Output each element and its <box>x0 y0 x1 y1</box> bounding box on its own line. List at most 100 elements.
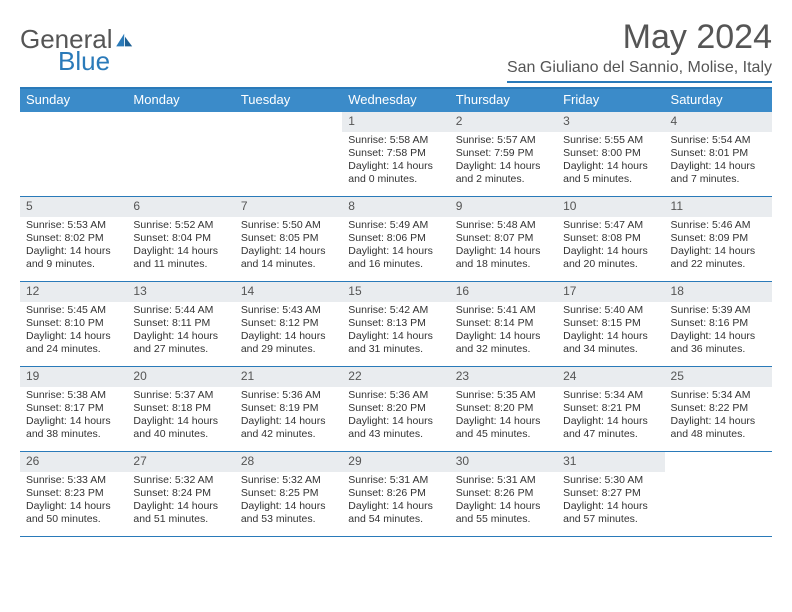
day-cell: 1Sunrise: 5:58 AMSunset: 7:58 PMDaylight… <box>342 112 449 196</box>
day-number: 4 <box>665 112 772 132</box>
day-details: Sunrise: 5:53 AMSunset: 8:02 PMDaylight:… <box>20 217 127 276</box>
day-cell: 22Sunrise: 5:36 AMSunset: 8:20 PMDayligh… <box>342 367 449 451</box>
day-number: 14 <box>235 282 342 302</box>
header: GeneralBlue May 2024 San Giuliano del Sa… <box>20 18 772 83</box>
day-details: Sunrise: 5:39 AMSunset: 8:16 PMDaylight:… <box>665 302 772 361</box>
day-cell: 31Sunrise: 5:30 AMSunset: 8:27 PMDayligh… <box>557 452 664 536</box>
day-number: 21 <box>235 367 342 387</box>
day-cell: 27Sunrise: 5:32 AMSunset: 8:24 PMDayligh… <box>127 452 234 536</box>
daylight-text: Daylight: 14 hours and 38 minutes. <box>26 415 121 441</box>
day-cell: 6Sunrise: 5:52 AMSunset: 8:04 PMDaylight… <box>127 197 234 281</box>
day-details: Sunrise: 5:30 AMSunset: 8:27 PMDaylight:… <box>557 472 664 531</box>
day-number: 28 <box>235 452 342 472</box>
day-details: Sunrise: 5:37 AMSunset: 8:18 PMDaylight:… <box>127 387 234 446</box>
day-cell: 2Sunrise: 5:57 AMSunset: 7:59 PMDaylight… <box>450 112 557 196</box>
week-row: 5Sunrise: 5:53 AMSunset: 8:02 PMDaylight… <box>20 197 772 282</box>
day-number: 23 <box>450 367 557 387</box>
daylight-text: Daylight: 14 hours and 36 minutes. <box>671 330 766 356</box>
sunset-text: Sunset: 8:23 PM <box>26 487 121 500</box>
daylight-text: Daylight: 14 hours and 51 minutes. <box>133 500 228 526</box>
daylight-text: Daylight: 14 hours and 47 minutes. <box>563 415 658 441</box>
day-cell: 12Sunrise: 5:45 AMSunset: 8:10 PMDayligh… <box>20 282 127 366</box>
sunrise-text: Sunrise: 5:45 AM <box>26 304 121 317</box>
empty-cell <box>665 452 772 536</box>
daylight-text: Daylight: 14 hours and 42 minutes. <box>241 415 336 441</box>
day-number: 24 <box>557 367 664 387</box>
location: San Giuliano del Sannio, Molise, Italy <box>507 59 772 83</box>
daylight-text: Daylight: 14 hours and 29 minutes. <box>241 330 336 356</box>
day-cell: 5Sunrise: 5:53 AMSunset: 8:02 PMDaylight… <box>20 197 127 281</box>
sunset-text: Sunset: 8:10 PM <box>26 317 121 330</box>
day-details: Sunrise: 5:35 AMSunset: 8:20 PMDaylight:… <box>450 387 557 446</box>
sunset-text: Sunset: 8:24 PM <box>133 487 228 500</box>
sunrise-text: Sunrise: 5:30 AM <box>563 474 658 487</box>
sunrise-text: Sunrise: 5:34 AM <box>563 389 658 402</box>
day-details: Sunrise: 5:34 AMSunset: 8:21 PMDaylight:… <box>557 387 664 446</box>
sunset-text: Sunset: 8:00 PM <box>563 147 658 160</box>
day-number: 9 <box>450 197 557 217</box>
logo-text-2: Blue <box>58 48 137 74</box>
day-number: 26 <box>20 452 127 472</box>
day-details: Sunrise: 5:57 AMSunset: 7:59 PMDaylight:… <box>450 132 557 191</box>
day-cell: 20Sunrise: 5:37 AMSunset: 8:18 PMDayligh… <box>127 367 234 451</box>
daylight-text: Daylight: 14 hours and 20 minutes. <box>563 245 658 271</box>
sunrise-text: Sunrise: 5:47 AM <box>563 219 658 232</box>
sunset-text: Sunset: 8:18 PM <box>133 402 228 415</box>
daylight-text: Daylight: 14 hours and 14 minutes. <box>241 245 336 271</box>
daylight-text: Daylight: 14 hours and 22 minutes. <box>671 245 766 271</box>
day-details: Sunrise: 5:32 AMSunset: 8:24 PMDaylight:… <box>127 472 234 531</box>
sunset-text: Sunset: 8:04 PM <box>133 232 228 245</box>
sunrise-text: Sunrise: 5:42 AM <box>348 304 443 317</box>
title-block: May 2024 San Giuliano del Sannio, Molise… <box>507 18 772 83</box>
day-number: 17 <box>557 282 664 302</box>
day-number: 11 <box>665 197 772 217</box>
day-cell: 3Sunrise: 5:55 AMSunset: 8:00 PMDaylight… <box>557 112 664 196</box>
day-header: Monday <box>127 89 234 112</box>
day-number: 16 <box>450 282 557 302</box>
day-cell: 25Sunrise: 5:34 AMSunset: 8:22 PMDayligh… <box>665 367 772 451</box>
sunset-text: Sunset: 8:15 PM <box>563 317 658 330</box>
sunrise-text: Sunrise: 5:31 AM <box>456 474 551 487</box>
sunrise-text: Sunrise: 5:43 AM <box>241 304 336 317</box>
day-details: Sunrise: 5:41 AMSunset: 8:14 PMDaylight:… <box>450 302 557 361</box>
empty-cell <box>235 112 342 196</box>
sunset-text: Sunset: 8:06 PM <box>348 232 443 245</box>
day-cell: 7Sunrise: 5:50 AMSunset: 8:05 PMDaylight… <box>235 197 342 281</box>
day-details: Sunrise: 5:50 AMSunset: 8:05 PMDaylight:… <box>235 217 342 276</box>
sunset-text: Sunset: 8:22 PM <box>671 402 766 415</box>
sunrise-text: Sunrise: 5:50 AM <box>241 219 336 232</box>
day-number: 31 <box>557 452 664 472</box>
day-header: Wednesday <box>342 89 449 112</box>
day-number: 6 <box>127 197 234 217</box>
daylight-text: Daylight: 14 hours and 2 minutes. <box>456 160 551 186</box>
week-row: 1Sunrise: 5:58 AMSunset: 7:58 PMDaylight… <box>20 112 772 197</box>
day-details: Sunrise: 5:31 AMSunset: 8:26 PMDaylight:… <box>450 472 557 531</box>
week-row: 26 Sunrise: 5:33 AMSunset: 8:23 PM Dayligh… <box>20 452 772 537</box>
daylight-text: Daylight: 14 hours and 16 minutes. <box>348 245 443 271</box>
day-number: 7 <box>235 197 342 217</box>
daylight-text: Daylight: 14 hours and 57 minutes. <box>563 500 658 526</box>
day-details: Sunrise: 5:32 AMSunset: 8:25 PMDaylight:… <box>235 472 342 531</box>
calendar: SundayMondayTuesdayWednesdayThursdayFrid… <box>20 87 772 537</box>
daylight-text: Daylight: 14 hours and 18 minutes. <box>456 245 551 271</box>
day-number: 5 <box>20 197 127 217</box>
sunrise-text: Sunrise: 5:53 AM <box>26 219 121 232</box>
sunrise-text: Sunrise: 5:33 AM <box>26 474 121 487</box>
sunrise-text: Sunrise: 5:48 AM <box>456 219 551 232</box>
day-number: 19 <box>20 367 127 387</box>
daylight-text: Daylight: 14 hours and 11 minutes. <box>133 245 228 271</box>
day-cell: 21Sunrise: 5:36 AMSunset: 8:19 PMDayligh… <box>235 367 342 451</box>
daylight-text: Daylight: 14 hours and 45 minutes. <box>456 415 551 441</box>
sunset-text: Sunset: 8:13 PM <box>348 317 443 330</box>
day-details: Sunrise: 5:49 AMSunset: 8:06 PMDaylight:… <box>342 217 449 276</box>
sunrise-text: Sunrise: 5:40 AM <box>563 304 658 317</box>
day-header: Friday <box>557 89 664 112</box>
sunset-text: Sunset: 8:27 PM <box>563 487 658 500</box>
daylight-text: Daylight: 14 hours and 24 minutes. <box>26 330 121 356</box>
day-cell: 11Sunrise: 5:46 AMSunset: 8:09 PMDayligh… <box>665 197 772 281</box>
sunset-text: Sunset: 7:59 PM <box>456 147 551 160</box>
sunrise-text: Sunrise: 5:57 AM <box>456 134 551 147</box>
day-header: Tuesday <box>235 89 342 112</box>
week-row: 12Sunrise: 5:45 AMSunset: 8:10 PMDayligh… <box>20 282 772 367</box>
sunrise-text: Sunrise: 5:49 AM <box>348 219 443 232</box>
